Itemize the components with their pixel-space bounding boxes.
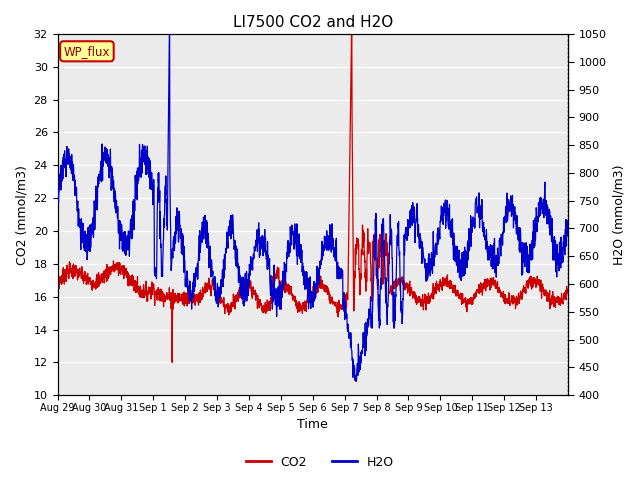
X-axis label: Time: Time [298,419,328,432]
Legend: CO2, H2O: CO2, H2O [241,451,399,474]
Y-axis label: H2O (mmol/m3): H2O (mmol/m3) [612,164,625,265]
Text: WP_flux: WP_flux [63,45,110,58]
Y-axis label: CO2 (mmol/m3): CO2 (mmol/m3) [15,165,28,264]
Title: LI7500 CO2 and H2O: LI7500 CO2 and H2O [233,15,393,30]
